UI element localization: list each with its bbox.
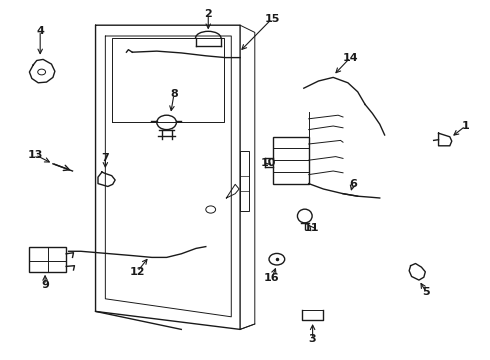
Text: 2: 2: [204, 9, 212, 19]
Text: 9: 9: [41, 280, 49, 290]
Text: 11: 11: [303, 222, 319, 233]
Text: 1: 1: [462, 121, 469, 131]
Text: 3: 3: [309, 334, 317, 344]
Text: 16: 16: [264, 273, 280, 283]
Text: 7: 7: [101, 153, 109, 163]
Bar: [29, 247, 66, 272]
Text: 4: 4: [36, 26, 44, 36]
Text: 12: 12: [129, 267, 145, 277]
Text: 10: 10: [261, 158, 276, 168]
Text: 14: 14: [343, 53, 358, 63]
Bar: [240, 151, 249, 211]
Bar: [273, 137, 309, 184]
Text: 5: 5: [422, 287, 430, 297]
Text: 15: 15: [264, 14, 280, 24]
Text: 13: 13: [27, 150, 43, 160]
Text: 6: 6: [349, 179, 357, 189]
Text: 8: 8: [170, 89, 178, 99]
